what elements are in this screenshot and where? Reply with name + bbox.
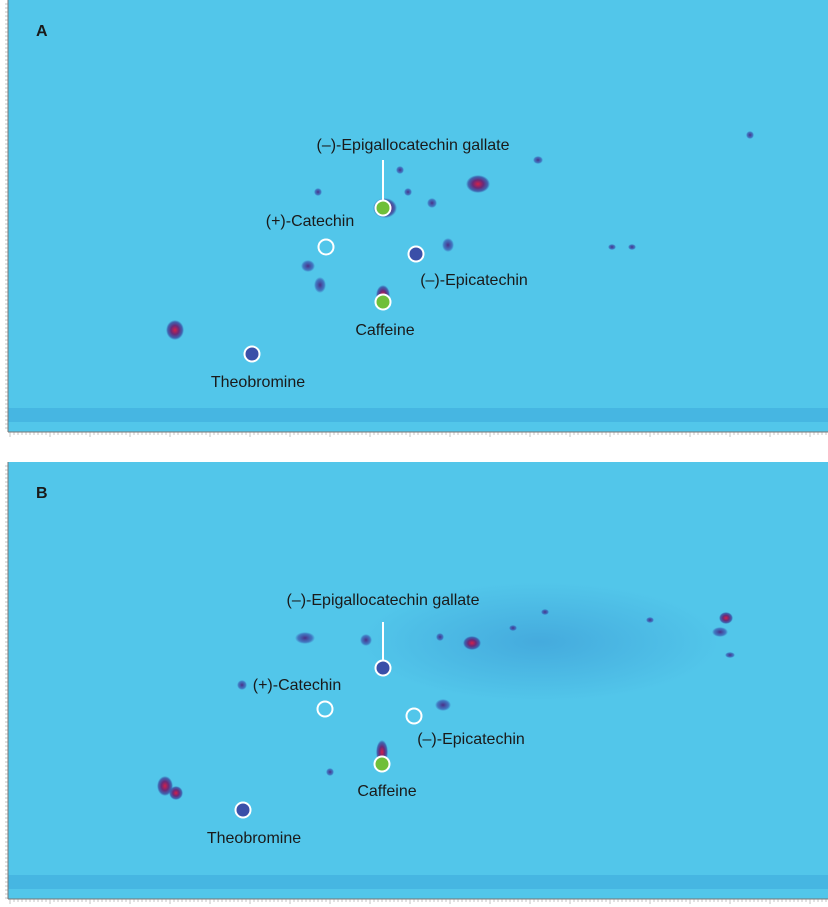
baseline-band [8, 408, 828, 422]
spot [295, 632, 315, 644]
spot [628, 244, 636, 250]
peak-marker [316, 700, 334, 718]
spot [463, 636, 481, 650]
compound-label: (–)-Epicatechin [417, 731, 525, 748]
compound-label: (–)-Epigallocatechin gallate [287, 592, 480, 609]
compound-label: Theobromine [207, 830, 301, 847]
spot [436, 633, 444, 641]
peak-marker [374, 199, 392, 217]
spot [719, 612, 733, 624]
peak-marker [405, 707, 423, 725]
compound-label: (+)-Catechin [266, 213, 354, 230]
spot [396, 166, 404, 174]
spot [533, 156, 543, 164]
compound-label: (+)-Catechin [253, 677, 341, 694]
spot [166, 320, 184, 340]
spot [466, 175, 490, 193]
peak-marker [317, 238, 335, 256]
baseline-band [8, 875, 828, 889]
peak-marker [374, 659, 392, 677]
spot [404, 188, 412, 196]
spot [360, 634, 372, 646]
spot [442, 238, 454, 252]
peak-marker [243, 345, 261, 363]
compound-label: Caffeine [355, 322, 414, 339]
spot [509, 625, 517, 631]
compound-label: Theobromine [211, 374, 305, 391]
spot [157, 776, 173, 796]
haze [360, 582, 720, 702]
peak-marker [374, 293, 392, 311]
spot [427, 198, 437, 208]
spot [435, 699, 451, 711]
peak-marker [407, 245, 425, 263]
spot [301, 260, 315, 272]
peak-marker [234, 801, 252, 819]
spot [541, 609, 549, 615]
compound-label: (–)-Epicatechin [420, 272, 528, 289]
spot [314, 188, 322, 196]
panel-label: A [36, 23, 48, 40]
peak-marker [373, 755, 391, 773]
spot [169, 786, 183, 800]
panel-label: B [36, 485, 48, 502]
spot [725, 652, 735, 658]
compound-label: (–)-Epigallocatechin gallate [317, 137, 510, 154]
spot [746, 131, 754, 139]
compound-label: Caffeine [357, 783, 416, 800]
spot [712, 627, 728, 637]
spot [608, 244, 616, 250]
spot [326, 768, 334, 776]
panel: A (–)-Epigallocatechin gallate (+)-Catechi… [5, 0, 828, 437]
spot [646, 617, 654, 623]
spot [237, 680, 247, 690]
spot [314, 277, 326, 293]
panel: B (–)-Epigallocatechin gallate (+)-Catechi… [5, 462, 828, 904]
heatmap-background [8, 0, 828, 432]
